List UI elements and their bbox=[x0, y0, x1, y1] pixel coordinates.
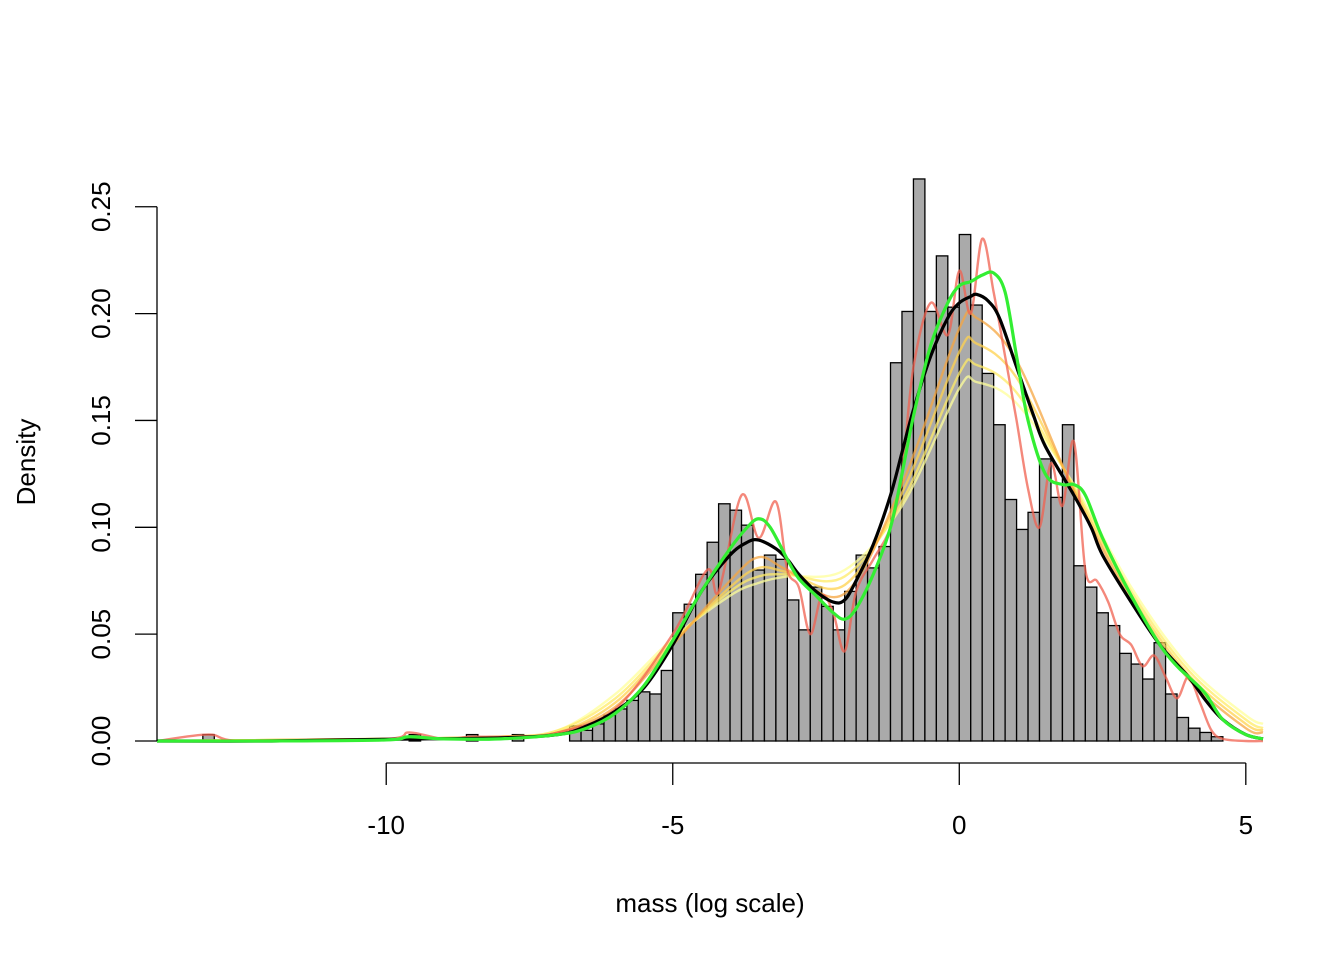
histogram-bar bbox=[832, 629, 846, 742]
x-tick-label: 0 bbox=[952, 810, 966, 840]
y-tick-label: 0.25 bbox=[86, 181, 116, 232]
histogram-bar bbox=[878, 545, 892, 742]
histogram-bar bbox=[1073, 565, 1087, 742]
x-tick-label: 5 bbox=[1239, 810, 1253, 840]
histogram-bar bbox=[626, 699, 640, 742]
x-tick-label: -5 bbox=[661, 810, 684, 840]
histogram-bars bbox=[202, 178, 1224, 742]
histogram-bar bbox=[981, 372, 995, 742]
y-tick-label: 0.20 bbox=[86, 288, 116, 339]
histogram-bar bbox=[798, 629, 811, 742]
histogram-bar bbox=[993, 424, 1006, 742]
histogram-bar bbox=[717, 503, 731, 742]
histogram-bar bbox=[1050, 496, 1064, 742]
histogram-bar bbox=[1027, 511, 1041, 742]
histogram-bar bbox=[924, 310, 938, 742]
histogram-bar bbox=[740, 524, 754, 742]
histogram-bar bbox=[1004, 498, 1018, 742]
y-tick-label: 0.05 bbox=[86, 609, 116, 660]
histogram-bar bbox=[1096, 612, 1109, 742]
histogram-bar bbox=[763, 554, 777, 742]
histogram-bar bbox=[1119, 652, 1132, 742]
x-axis: -10 -5 0 5 bbox=[367, 762, 1253, 840]
y-tick-label: 0.10 bbox=[86, 502, 116, 553]
histogram-bar bbox=[855, 554, 869, 742]
histogram-bar bbox=[752, 569, 766, 742]
histogram-bar bbox=[1107, 624, 1121, 742]
histogram-bar bbox=[809, 586, 823, 742]
histogram-bar bbox=[1187, 727, 1201, 742]
histogram-bar bbox=[775, 558, 789, 742]
histogram-bar bbox=[580, 729, 594, 742]
histogram-bar bbox=[1130, 663, 1144, 742]
density-curve bbox=[156, 270, 1264, 743]
histogram-bar bbox=[1015, 528, 1029, 742]
histogram-bar bbox=[786, 599, 800, 742]
density-curve bbox=[156, 237, 1264, 743]
histogram-bar bbox=[889, 362, 903, 742]
histogram-bar bbox=[637, 691, 651, 742]
histogram-bar bbox=[1164, 693, 1178, 742]
density-curves bbox=[156, 237, 1264, 743]
y-axis-label: Density bbox=[11, 419, 41, 506]
x-axis-label: mass (log scale) bbox=[615, 888, 804, 918]
histogram-bar bbox=[660, 669, 674, 742]
histogram-bar bbox=[1199, 731, 1213, 742]
histogram-bar bbox=[821, 605, 834, 742]
histogram-bar bbox=[1084, 586, 1098, 742]
histogram-bar bbox=[1176, 716, 1190, 742]
histogram-bar bbox=[1142, 678, 1155, 742]
histogram-bar bbox=[866, 567, 880, 742]
x-tick-label: -10 bbox=[367, 810, 405, 840]
histogram-bar bbox=[970, 304, 983, 742]
y-tick-label: 0.00 bbox=[86, 716, 116, 767]
histogram-bar bbox=[649, 693, 662, 742]
y-axis: 0.00 0.05 0.10 0.15 0.20 0.25 bbox=[86, 181, 158, 767]
y-tick-label: 0.15 bbox=[86, 395, 116, 446]
